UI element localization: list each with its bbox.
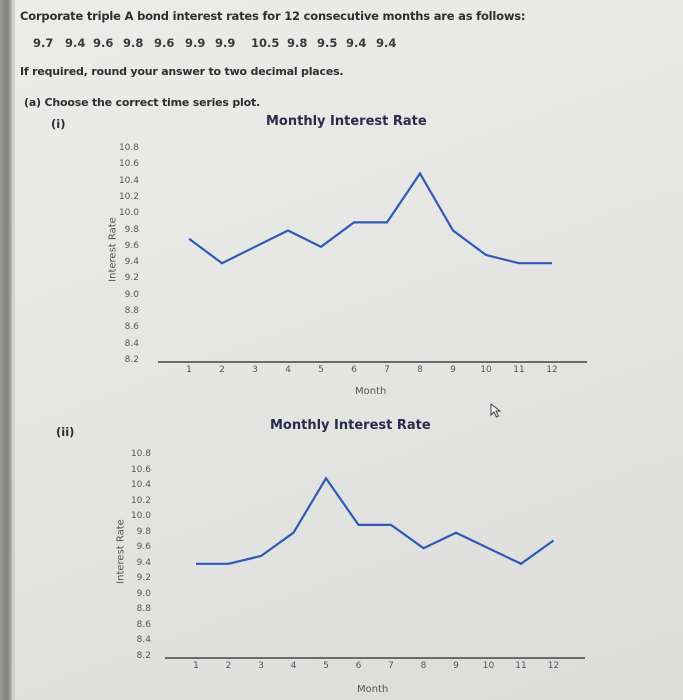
x-axis-line xyxy=(165,657,585,659)
x-tick-label: 1 xyxy=(193,661,199,671)
y-tick-label: 10.6 xyxy=(118,159,139,170)
y-tick-label: 9.0 xyxy=(124,289,139,300)
y-tick-label: 10.4 xyxy=(118,175,139,186)
chart-ii-title: Monthly Interest Rate xyxy=(270,418,431,433)
rate-value: 9.9 xyxy=(185,36,206,50)
y-tick-label: 9.4 xyxy=(136,557,151,568)
rate-value: 9.6 xyxy=(93,36,114,50)
part-a-prompt: (a) Choose the correct time series plot. xyxy=(24,96,260,109)
y-tick-label: 8.8 xyxy=(136,604,151,615)
y-tick-label: 9.8 xyxy=(136,526,151,537)
x-tick-label: 9 xyxy=(450,365,456,375)
x-tick-label: 8 xyxy=(417,365,423,375)
y-tick-label: 10.8 xyxy=(130,449,151,459)
x-tick-label: 8 xyxy=(420,661,427,671)
x-tick-label: 9 xyxy=(453,661,459,671)
x-tick-label: 10 xyxy=(480,365,492,375)
x-tick-label: 3 xyxy=(252,365,258,375)
question-intro: Corporate triple A bond interest rates f… xyxy=(20,9,526,23)
y-tick-label: 8.2 xyxy=(124,355,139,365)
x-tick-label: 5 xyxy=(318,365,324,375)
rate-values-list: 9.7 9.4 9.6 9.8 9.6 9.9 9.9 10.5 9.8 9.5 9.4 9.4 xyxy=(33,36,406,50)
option-ii-label[interactable]: (ii) xyxy=(56,425,75,439)
rate-value: 9.5 xyxy=(317,36,338,50)
y-tick-label: 9.4 xyxy=(124,257,139,268)
part-a-text: Choose the correct time series plot. xyxy=(44,96,261,109)
y-tick-label: 9.6 xyxy=(124,240,139,251)
x-axis-label: Month xyxy=(357,684,389,695)
option-i-label[interactable]: (i) xyxy=(51,117,66,131)
y-tick-label: 9.8 xyxy=(124,224,139,235)
y-tick-label: 10.4 xyxy=(130,480,151,491)
y-tick-label: 8.4 xyxy=(136,635,151,646)
x-tick-label: 11 xyxy=(515,661,527,671)
y-tick-label: 10.2 xyxy=(130,495,151,506)
screen-bezel-edge xyxy=(12,0,15,700)
rate-value: 9.4 xyxy=(346,36,367,50)
y-tick-label: 10.2 xyxy=(118,191,139,202)
screen-bezel xyxy=(0,0,12,700)
y-tick-label: 8.2 xyxy=(136,651,151,661)
rate-value: 9.4 xyxy=(65,36,86,50)
y-tick-label: 10.0 xyxy=(118,208,139,219)
x-tick-label: 7 xyxy=(384,365,390,375)
y-tick-label: 9.6 xyxy=(136,542,151,553)
y-tick-label: 9.0 xyxy=(136,588,151,599)
y-tick-label: 10.8 xyxy=(118,143,139,153)
x-tick-label: 4 xyxy=(285,365,291,375)
x-tick-label: 12 xyxy=(547,661,560,671)
x-tick-label: 10 xyxy=(482,661,495,671)
rate-value: 9.4 xyxy=(376,36,397,50)
x-tick-label: 4 xyxy=(290,661,297,671)
y-tick-label: 9.2 xyxy=(124,273,139,284)
rate-value: 9.7 xyxy=(33,36,54,50)
x-tick-label: 7 xyxy=(388,661,394,671)
x-axis-label: Month xyxy=(355,386,387,397)
x-tick-label: 2 xyxy=(225,661,232,671)
x-axis-line xyxy=(158,361,587,363)
y-tick-label: 10.6 xyxy=(130,464,151,475)
mouse-cursor-icon xyxy=(490,403,502,418)
rate-value: 9.6 xyxy=(154,36,175,50)
rate-value: 9.8 xyxy=(123,36,144,50)
rate-value: 10.5 xyxy=(251,36,280,50)
x-tick-label: 6 xyxy=(351,365,357,375)
y-tick-label: 8.6 xyxy=(136,619,151,630)
question-page xyxy=(15,0,683,700)
y-tick-label: 10.0 xyxy=(130,511,151,522)
rate-value: 9.8 xyxy=(287,36,308,50)
y-tick-label: 8.8 xyxy=(124,306,139,317)
x-tick-label: 12 xyxy=(546,365,558,375)
chart-i-title: Monthly Interest Rate xyxy=(266,114,427,129)
part-a-label: (a) xyxy=(24,96,41,109)
rounding-note: If required, round your answer to two de… xyxy=(20,65,344,78)
x-tick-label: 3 xyxy=(258,661,264,671)
x-tick-label: 11 xyxy=(513,365,525,375)
y-tick-label: 8.6 xyxy=(124,322,139,333)
x-tick-label: 6 xyxy=(355,661,362,671)
x-tick-label: 2 xyxy=(219,365,225,375)
y-tick-label: 9.2 xyxy=(136,573,151,584)
x-tick-label: 5 xyxy=(323,661,329,671)
rate-value: 9.9 xyxy=(215,36,236,50)
x-tick-label: 1 xyxy=(186,365,192,375)
y-tick-label: 8.4 xyxy=(124,338,139,349)
